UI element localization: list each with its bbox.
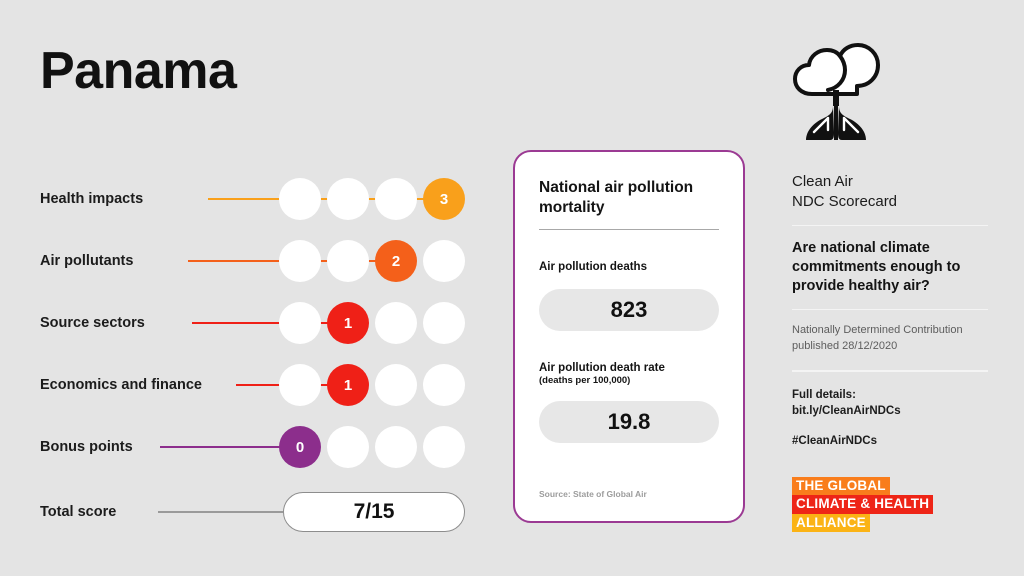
alliance-logo-line3: ALLIANCE (792, 513, 870, 533)
score-row: Air pollutants 2 (40, 230, 465, 292)
score-dot-empty (423, 364, 465, 406)
ndc-published-note: Nationally Determined Contribution publi… (792, 324, 963, 353)
brand-name: Clean Air NDC Scorecard (792, 172, 988, 212)
score-dot-empty (327, 426, 369, 468)
full-details-link[interactable]: bit.ly/CleanAirNDCs (792, 404, 901, 417)
divider (539, 228, 719, 231)
deaths-metric-label: Air pollution deaths (539, 261, 647, 274)
score-row: Health impacts 3 (40, 168, 465, 230)
score-dot-filled: 0 (279, 426, 321, 468)
hashtag: #CleanAirNDCs (792, 434, 877, 447)
total-score-label: Total score (40, 504, 117, 520)
cloud-lungs-icon (793, 43, 880, 140)
divider (792, 308, 988, 311)
death-rate-metric-sublabel: (deaths per 100,000) (539, 374, 631, 386)
score-row: Bonus points 0 (40, 416, 465, 478)
death-rate-metric-value: 19.8 (539, 401, 719, 444)
divider (792, 370, 988, 372)
score-rows: Health impacts 3 Air pollutants 2 Source… (40, 168, 465, 542)
total-score-value: 7/15 (283, 492, 465, 532)
score-dots: 3 (279, 178, 465, 220)
global-climate-health-alliance-logo: THE GLOBAL CLIMATE & HEALTH ALLIANCE (792, 476, 988, 533)
score-row-connector (192, 322, 347, 324)
score-row-connector (208, 198, 443, 200)
death-rate-metric-label: Air pollution death rate (539, 361, 665, 374)
score-dot-filled: 1 (327, 364, 369, 406)
score-dot-empty (279, 364, 321, 406)
full-details-label: Full details: (792, 388, 856, 401)
score-dot-empty (375, 364, 417, 406)
score-row-connector (160, 446, 299, 448)
divider (792, 224, 988, 227)
score-row-label: Source sectors (40, 315, 145, 331)
score-dot-empty (423, 426, 465, 468)
score-dots: 2 (279, 240, 465, 282)
score-dots: 1 (279, 302, 465, 344)
score-dot-empty (327, 240, 369, 282)
score-row: Economics and finance 1 (40, 354, 465, 416)
mortality-card: National air pollution mortality Air pol… (513, 150, 745, 523)
score-dots: 0 (279, 426, 465, 468)
score-dot-filled: 1 (327, 302, 369, 344)
score-dot-empty (375, 302, 417, 344)
total-score-connector (158, 511, 283, 513)
page-title: Panama (40, 42, 237, 100)
sidebar: Clean Air NDC Scorecard Are national cli… (792, 40, 988, 533)
deaths-metric-value: 823 (539, 288, 719, 331)
score-row-label: Bonus points (40, 439, 133, 455)
full-details-block: Full details: bit.ly/CleanAirNDCs (792, 387, 988, 419)
alliance-logo-line1: THE GLOBAL (792, 476, 890, 496)
brand-name-line2: NDC Scorecard (792, 192, 898, 210)
tagline: Are national climate commitments enough … (792, 240, 961, 295)
total-score-row: Total score 7/15 (40, 482, 465, 542)
mortality-card-title: National air pollution mortality (539, 179, 694, 216)
score-row-label: Air pollutants (40, 253, 134, 269)
score-dots: 1 (279, 364, 465, 406)
score-dot-empty (423, 240, 465, 282)
score-dot-filled: 3 (423, 178, 465, 220)
score-dot-empty (279, 178, 321, 220)
score-dot-empty (423, 302, 465, 344)
score-dot-empty (375, 426, 417, 468)
brand-name-line1: Clean Air (792, 173, 853, 190)
score-dot-filled: 2 (375, 240, 417, 282)
score-row-label: Economics and finance (40, 377, 202, 393)
score-dot-empty (279, 240, 321, 282)
alliance-logo-line2: CLIMATE & HEALTH (792, 495, 934, 514)
score-dot-empty (327, 178, 369, 220)
score-dot-empty (375, 178, 417, 220)
mortality-card-source: Source: State of Global Air (539, 489, 647, 499)
score-dot-empty (279, 302, 321, 344)
score-row-label: Health impacts (40, 191, 144, 207)
score-row: Source sectors 1 (40, 292, 465, 354)
